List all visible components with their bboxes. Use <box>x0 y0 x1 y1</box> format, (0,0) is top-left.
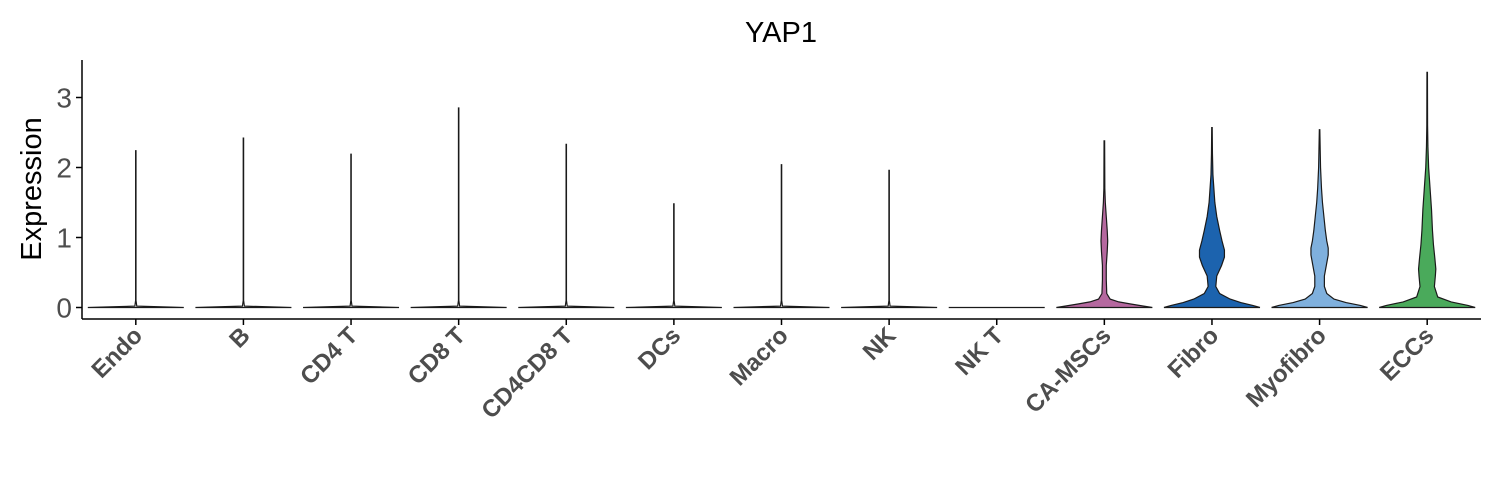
y-tick-label: 1 <box>56 223 72 254</box>
x-tick-label: CD8 T <box>403 322 471 390</box>
x-tick-label: CD4CD8 T <box>476 322 578 424</box>
x-ticks: Endo B CD4 T CD8 T CD4CD8 T DCs Macro NK NK T CA-… <box>87 319 1439 424</box>
violin-cd4cd8-t <box>518 143 615 309</box>
x-tick-label: ECCs <box>1375 322 1439 386</box>
violins-layer <box>87 71 1476 309</box>
x-tick-label: CD4 T <box>295 322 363 390</box>
violin-macro <box>733 164 830 309</box>
violin-ca-mscs <box>1056 140 1153 309</box>
x-tick-label: DCs <box>633 322 686 375</box>
y-ticks: 0 1 2 3 <box>56 83 82 324</box>
violin-nk <box>841 169 938 309</box>
x-tick-label: Endo <box>87 322 149 384</box>
violin-cd8-t <box>410 107 507 309</box>
x-tick-label: NK <box>858 322 902 366</box>
y-tick-label: 2 <box>56 153 72 184</box>
x-tick-label: CA-MSCs <box>1020 322 1116 418</box>
violin-eccs <box>1379 71 1476 309</box>
violin-fibro <box>1163 127 1261 309</box>
violin-b <box>195 137 292 309</box>
y-axis-label: Expression <box>16 117 48 260</box>
violin-endo <box>87 150 184 309</box>
x-tick-label: NK T <box>950 322 1009 381</box>
x-tick-label: B <box>224 322 255 353</box>
x-tick-label: Macro <box>725 322 794 391</box>
violin-cd4-t <box>303 153 400 309</box>
y-tick-label: 0 <box>56 293 72 324</box>
violin-dcs <box>625 203 722 309</box>
violin-myofibro <box>1271 129 1368 309</box>
chart-title: YAP1 <box>745 17 817 49</box>
y-tick-label: 3 <box>56 83 72 114</box>
x-tick-label: Myofibro <box>1241 322 1332 413</box>
x-tick-label: Fibro <box>1163 322 1225 384</box>
